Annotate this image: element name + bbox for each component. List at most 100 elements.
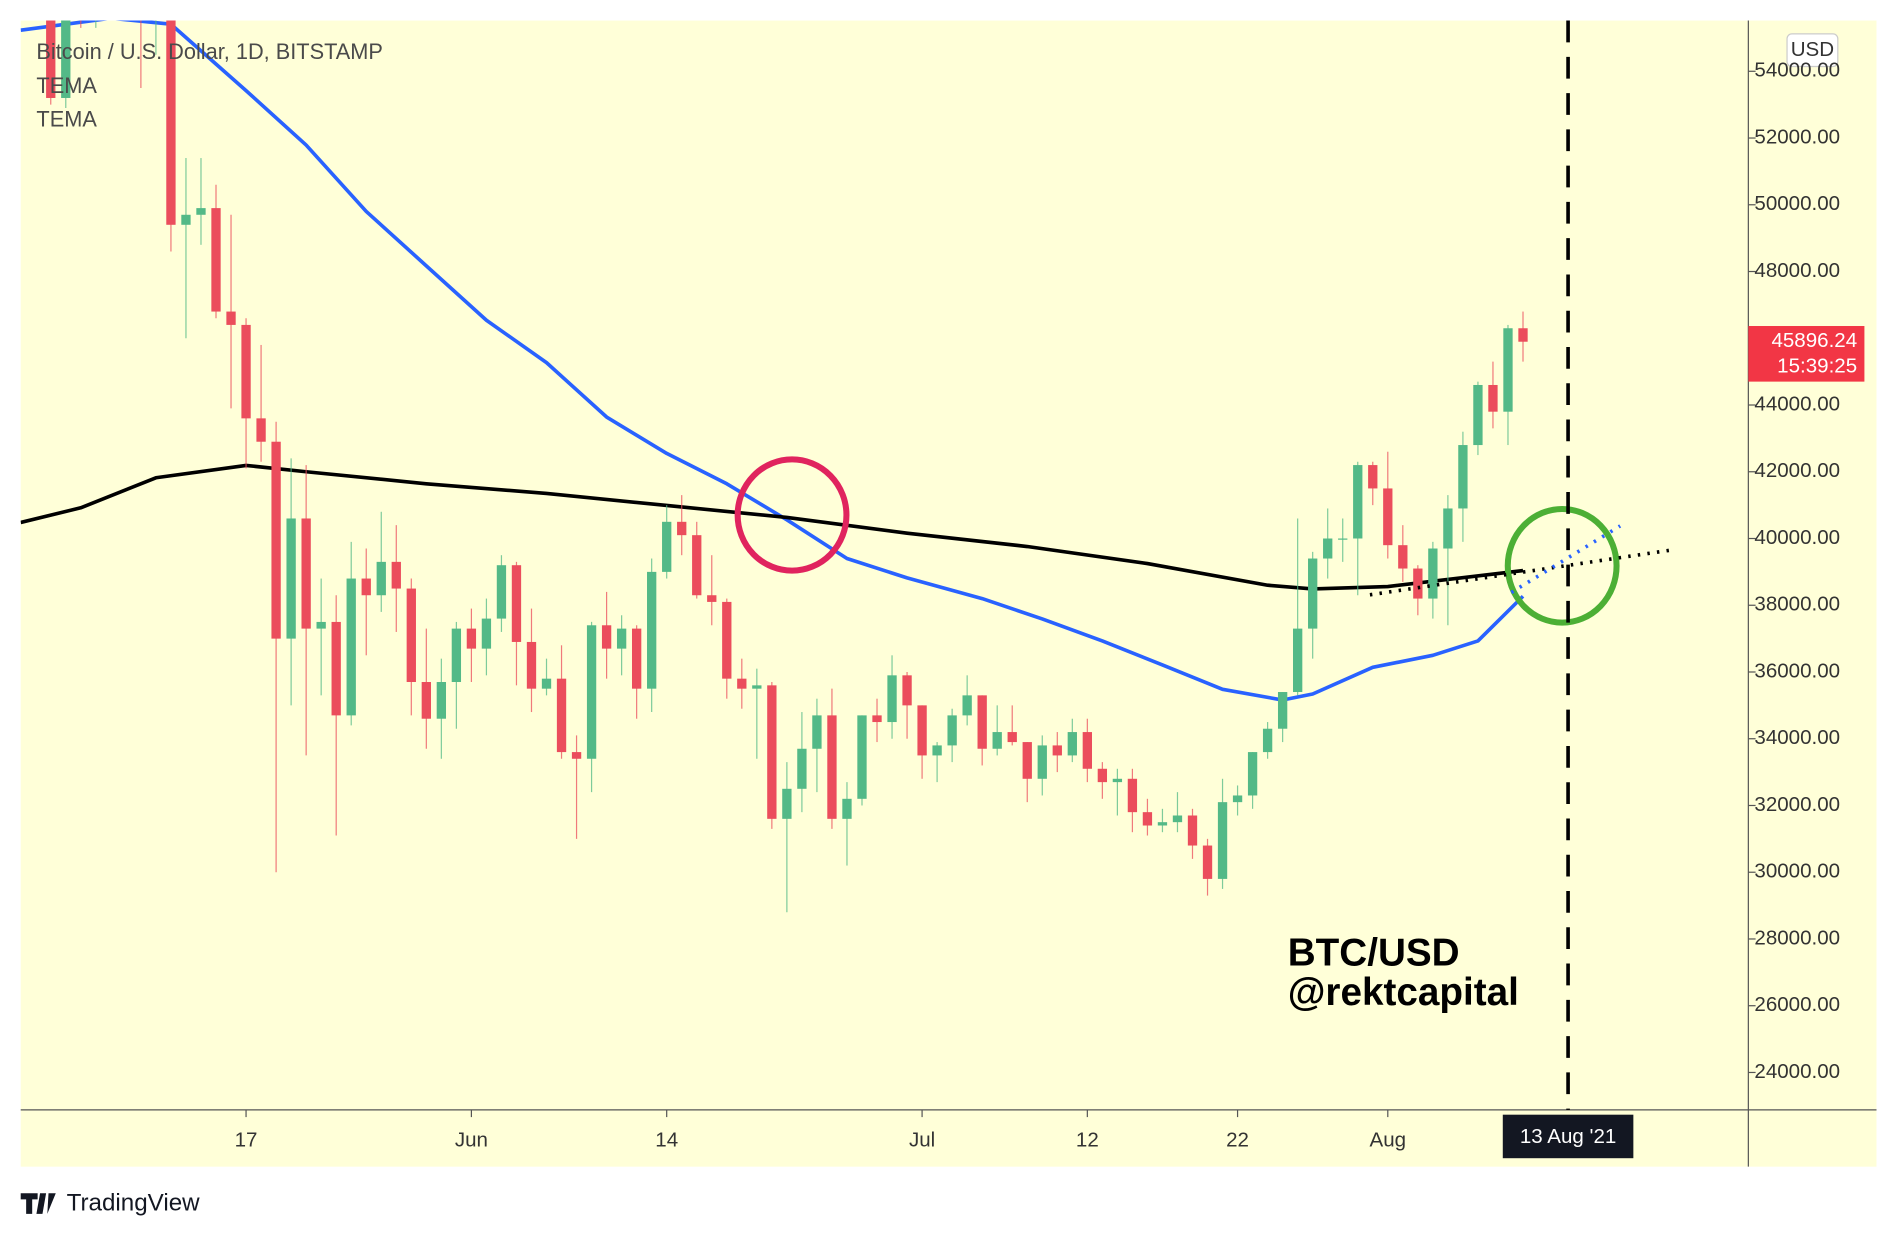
candle-body bbox=[391, 561, 401, 589]
candle-body bbox=[1368, 465, 1378, 489]
candle-body bbox=[61, 20, 71, 98]
y-tick-label: 40000.00 bbox=[1754, 526, 1840, 549]
candle-body bbox=[1172, 815, 1183, 823]
currency-box[interactable] bbox=[1786, 33, 1839, 68]
overlay bbox=[734, 456, 1672, 626]
candle-body bbox=[812, 715, 822, 749]
candle-body bbox=[406, 588, 416, 683]
annotation: @rektcapital bbox=[1288, 971, 1519, 1014]
candle-body bbox=[316, 621, 326, 629]
candle-body bbox=[857, 715, 867, 799]
plot-area bbox=[20, 0, 1528, 913]
candle-body bbox=[992, 732, 1002, 749]
candle-body bbox=[647, 571, 657, 689]
candle-body bbox=[1157, 822, 1168, 826]
candle-body bbox=[46, 20, 56, 98]
candle-body bbox=[827, 715, 837, 819]
candle-body bbox=[707, 595, 717, 602]
candle-body bbox=[526, 641, 537, 689]
candle-body bbox=[1518, 328, 1528, 342]
candle-body bbox=[932, 745, 942, 756]
candle-body bbox=[887, 675, 897, 723]
red-circle-drawing bbox=[734, 456, 850, 574]
candle-body bbox=[571, 752, 582, 759]
candle-body bbox=[1503, 328, 1513, 412]
candle-body bbox=[1383, 488, 1393, 546]
candle-body bbox=[346, 578, 356, 716]
candle-body bbox=[962, 695, 972, 716]
candle-body bbox=[1398, 545, 1408, 569]
last-price-box bbox=[1748, 326, 1865, 382]
chart-title: Bitcoin / U.S. Dollar, 1D, BITSTAMP bbox=[36, 39, 382, 64]
candle-body bbox=[211, 208, 221, 312]
chart-background bbox=[20, 20, 1877, 1167]
x-tick-label: Jun bbox=[455, 1129, 488, 1152]
y-tick-label: 26000.00 bbox=[1754, 993, 1840, 1016]
candle-body bbox=[1127, 778, 1138, 813]
candle-body bbox=[1097, 768, 1108, 783]
candle-body bbox=[1217, 802, 1228, 879]
legend-entry: TEMA bbox=[36, 107, 97, 132]
candle-body bbox=[496, 565, 507, 619]
y-tick-label: 44000.00 bbox=[1754, 392, 1840, 415]
candle-body bbox=[1187, 815, 1198, 846]
candle-body bbox=[541, 678, 552, 689]
candle-body bbox=[151, 0, 160, 11]
y-tick-label: 42000.00 bbox=[1754, 459, 1840, 482]
candle-body bbox=[271, 441, 281, 639]
green-circle-drawing bbox=[1504, 505, 1620, 626]
candle-body bbox=[1112, 778, 1123, 783]
currency-label: USD bbox=[1791, 38, 1834, 61]
candle-body bbox=[662, 521, 672, 572]
x-tick-label: Jul bbox=[909, 1129, 935, 1152]
candle-body bbox=[1262, 728, 1273, 753]
candle-body bbox=[782, 788, 792, 819]
y-tick-label: 48000.00 bbox=[1754, 259, 1840, 282]
y-tick-label: 32000.00 bbox=[1754, 793, 1840, 816]
candle-body bbox=[1142, 812, 1153, 826]
candle-body bbox=[917, 705, 927, 756]
candle-body bbox=[1353, 465, 1363, 539]
candle-body bbox=[196, 208, 206, 215]
candle-body bbox=[872, 715, 882, 723]
candle-body bbox=[361, 578, 371, 596]
candle-body bbox=[1308, 558, 1318, 629]
candle-body bbox=[286, 518, 296, 639]
candle-body bbox=[1428, 548, 1438, 599]
y-tick-label: 24000.00 bbox=[1754, 1060, 1840, 1083]
candle-body bbox=[601, 625, 612, 649]
candle-body bbox=[1443, 508, 1453, 549]
candle-body bbox=[1052, 745, 1062, 756]
candle-body bbox=[376, 561, 386, 596]
x-tick-label: 17 bbox=[235, 1129, 258, 1152]
y-tick-label: 34000.00 bbox=[1754, 726, 1840, 749]
y-tick-label: 36000.00 bbox=[1754, 659, 1840, 682]
candle-body bbox=[166, 20, 176, 225]
candle-body bbox=[1338, 538, 1348, 540]
candle-body bbox=[767, 685, 777, 819]
candle-body bbox=[797, 748, 807, 789]
candle-body bbox=[586, 625, 597, 759]
candle-body bbox=[1293, 628, 1303, 693]
brand-icon bbox=[20, 1193, 56, 1214]
candle-body bbox=[1202, 845, 1213, 879]
candle-body bbox=[1082, 732, 1092, 769]
tema-line bbox=[20, 463, 1524, 591]
last-price-label: 45896.24 bbox=[1771, 329, 1857, 352]
candle-body bbox=[331, 621, 341, 716]
candle-body bbox=[421, 682, 431, 719]
candle-body bbox=[1232, 795, 1243, 803]
candle-body bbox=[1022, 742, 1032, 779]
y-tick-label: 28000.00 bbox=[1754, 926, 1840, 949]
candle-body bbox=[947, 715, 957, 746]
candle-body bbox=[451, 628, 462, 683]
candle-body bbox=[466, 628, 477, 649]
candle-body bbox=[1277, 692, 1288, 729]
candle-body bbox=[1007, 732, 1017, 743]
y-tick-label: 50000.00 bbox=[1754, 192, 1840, 215]
date-marker-label: 13 Aug '21 bbox=[1520, 1125, 1616, 1148]
candle-body bbox=[511, 565, 522, 642]
x-tick-label: 22 bbox=[1226, 1129, 1249, 1152]
candle-body bbox=[842, 798, 852, 819]
